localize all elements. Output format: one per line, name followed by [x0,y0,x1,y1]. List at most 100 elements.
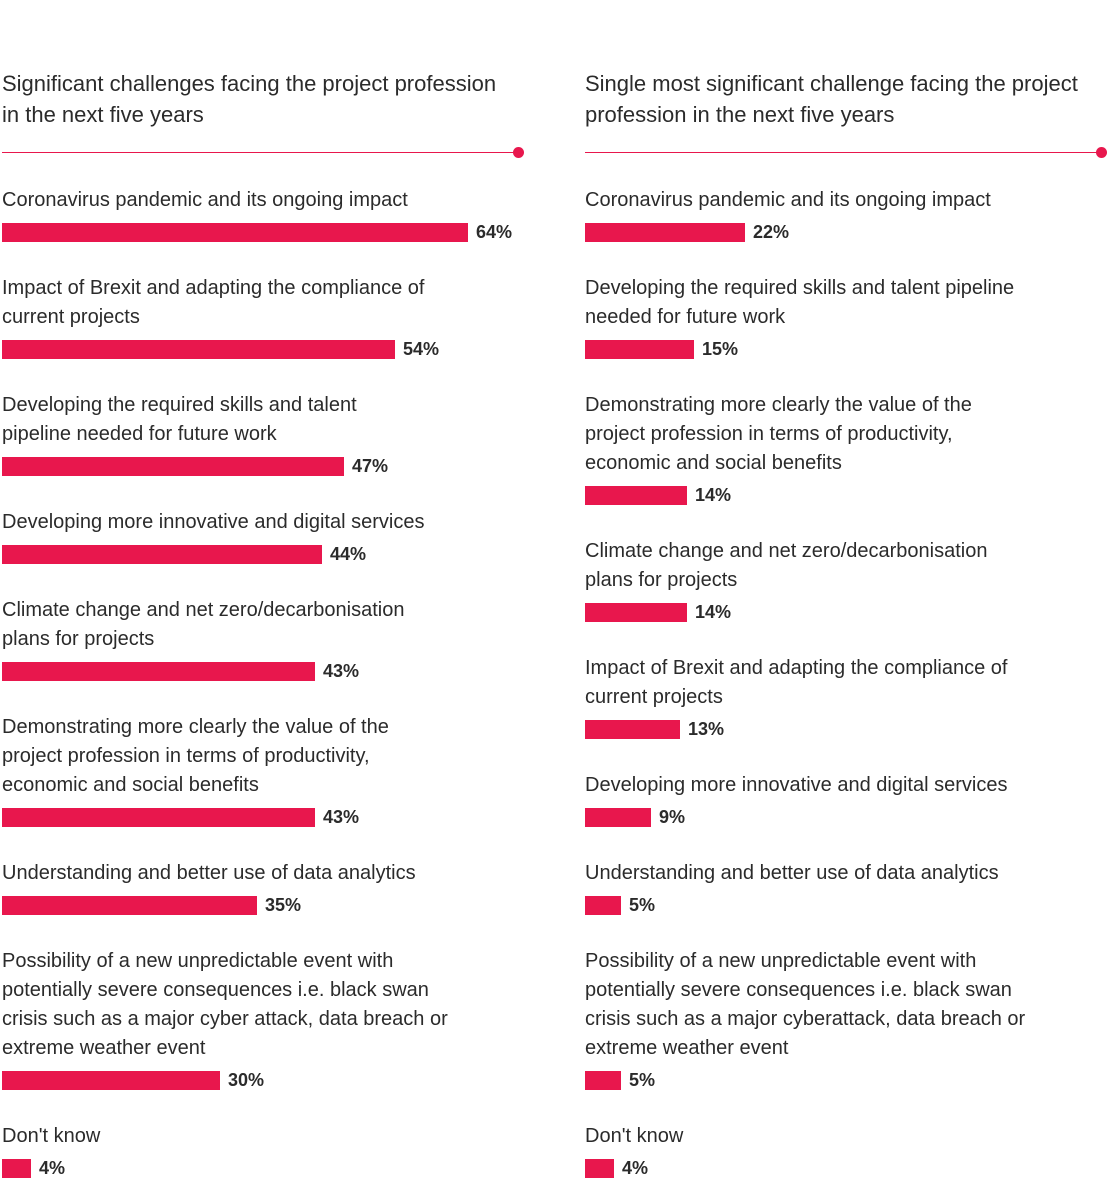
bar-label-line: Developing more innovative and digital s… [2,511,425,533]
bar-value-label: 15% [702,339,739,359]
bar-label-line: Possibility of a new unpredictable event… [2,950,394,972]
bar-label: Don't know [585,1122,1105,1151]
bar-label-line: Climate change and net zero/decarbonisat… [2,599,405,621]
bar-label-line: Coronavirus pandemic and its ongoing imp… [585,189,991,211]
bar-label: Developing the required skills and talen… [585,274,1105,332]
bar-value-label: 22% [753,222,790,242]
bar-label-line: potentially severe consequences i.e. bla… [585,979,1012,1001]
bar [585,486,687,505]
bar [585,340,694,359]
bar-value-label: 9% [659,807,686,827]
bar-value-label: 43% [323,661,360,681]
chart-title-line: Significant challenges facing the projec… [2,71,497,96]
chart-title: Single most significant challenge facing… [585,68,1105,130]
bar-label: Impact of Brexit and adapting the compli… [585,654,1105,712]
bar-value-label: 35% [265,895,302,915]
bar [585,1159,614,1178]
bar [2,808,315,827]
bar-label: Demonstrating more clearly the value of … [2,713,522,800]
bar-label-line: Possibility of a new unpredictable event… [585,950,977,972]
title-rule [2,152,518,153]
bar-label: Possibility of a new unpredictable event… [2,947,522,1063]
bar-label-line: project profession in terms of productiv… [585,423,953,445]
bar-label-line: Don't know [585,1125,684,1147]
bar-value-label: 14% [695,602,732,622]
chart-title-line: profession in the next five years [585,102,895,127]
bar-label-line: Climate change and net zero/decarbonisat… [585,540,988,562]
bar [585,223,745,242]
bar-label: Coronavirus pandemic and its ongoing imp… [585,186,1105,215]
bar [2,896,257,915]
chart-title-line: in the next five years [2,102,204,127]
bar [585,603,687,622]
bar [2,457,344,476]
bar-label-line: plans for projects [585,569,738,591]
bar-value-label: 47% [352,456,389,476]
bar-value-label: 5% [629,895,656,915]
bar-value-label: 44% [330,544,367,564]
bar-label-line: Demonstrating more clearly the value of … [2,716,389,738]
title-rule-dot-icon [1096,147,1107,158]
bar-label-line: economic and social benefits [2,774,259,796]
title-rule-dot-icon [513,147,524,158]
bar-label: Demonstrating more clearly the value of … [585,391,1105,478]
bar-label-line: Developing the required skills and talen… [585,277,1015,299]
bar-label-line: Demonstrating more clearly the value of … [585,394,972,416]
bar-value-label: 54% [403,339,440,359]
bar-label: Developing the required skills and talen… [2,391,522,449]
bar-label: Impact of Brexit and adapting the compli… [2,274,522,332]
bar-label: Climate change and net zero/decarbonisat… [585,537,1105,595]
bar-value-label: 13% [688,719,725,739]
bar-label-line: project profession in terms of productiv… [2,745,370,767]
title-rule [585,152,1101,153]
bar-label-line: extreme weather event [585,1037,789,1059]
bar-label: Climate change and net zero/decarbonisat… [2,596,522,654]
bar-label-line: economic and social benefits [585,452,842,474]
bar-label-line: Impact of Brexit and adapting the compli… [2,277,425,299]
bar [2,545,322,564]
bar-value-label: 64% [476,222,513,242]
bar [2,1071,220,1090]
bar-label: Developing more innovative and digital s… [585,771,1105,800]
bar-label-line: current projects [2,306,140,328]
bar [585,808,651,827]
bar [585,720,680,739]
bar-label-line: extreme weather event [2,1037,206,1059]
chart-panel-right: Single most significant challenge facing… [585,0,1107,1178]
bar-label-line: Developing more innovative and digital s… [585,774,1008,796]
bar [2,1159,31,1178]
bar [2,223,468,242]
chart-panel-left: Significant challenges facing the projec… [2,0,524,1178]
bar-label-line: Impact of Brexit and adapting the compli… [585,657,1008,679]
bar-label: Possibility of a new unpredictable event… [585,947,1105,1063]
bar-label-line: Understanding and better use of data ana… [585,862,999,884]
bar-value-label: 4% [622,1158,649,1178]
bar-label: Developing more innovative and digital s… [2,508,522,537]
bar [585,896,621,915]
bar-label: Understanding and better use of data ana… [585,859,1105,888]
bar-label-line: Understanding and better use of data ana… [2,862,416,884]
bar [585,1071,621,1090]
bar-value-label: 30% [228,1070,265,1090]
bar-value-label: 4% [39,1158,66,1178]
chart-title-line: Single most significant challenge facing… [585,71,1078,96]
bar-label: Understanding and better use of data ana… [2,859,522,888]
bar-label-line: potentially severe consequences i.e. bla… [2,979,429,1001]
bar-label-line: Developing the required skills and talen… [2,394,357,416]
bar-label-line: Don't know [2,1125,101,1147]
bar-label: Don't know [2,1122,522,1151]
bar-label-line: needed for future work [585,306,786,328]
bar-label-line: crisis such as a major cyberattack, data… [585,1008,1026,1030]
bar-value-label: 43% [323,807,360,827]
chart-title: Significant challenges facing the projec… [2,68,522,130]
bar-label-line: pipeline needed for future work [2,423,277,445]
bar [2,662,315,681]
bar-label: Coronavirus pandemic and its ongoing imp… [2,186,522,215]
bar-label-line: current projects [585,686,723,708]
bar-label-line: crisis such as a major cyber attack, dat… [2,1008,448,1030]
bar-label-line: plans for projects [2,628,155,650]
bar [2,340,395,359]
bar-value-label: 14% [695,485,732,505]
bar-value-label: 5% [629,1070,656,1090]
bar-label-line: Coronavirus pandemic and its ongoing imp… [2,189,408,211]
